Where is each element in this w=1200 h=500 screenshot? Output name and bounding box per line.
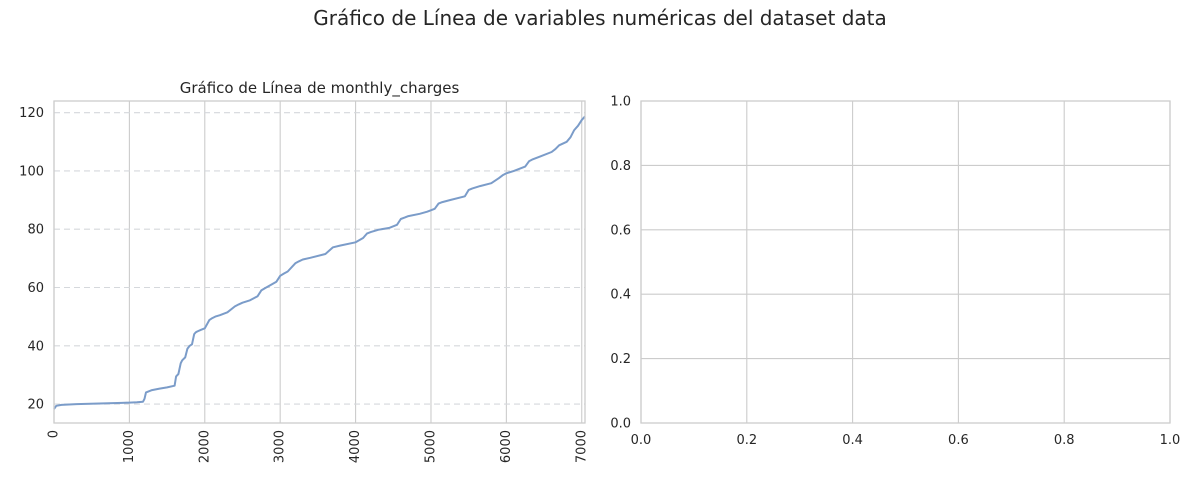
x-tick-label: 0.0 <box>631 433 652 448</box>
chart-empty-axes: 0.0 0.2 0.4 0.6 0.8 1.0 0.0 0.2 0.4 0.6 0.8 1.0 <box>610 95 1180 449</box>
x-tick-label: 0.6 <box>948 433 969 448</box>
y-tick-label: 40 <box>27 339 44 354</box>
chart-title: Gráfico de Línea de monthly_charges <box>180 79 460 98</box>
figure-suptitle: Gráfico de Línea de variables numéricas … <box>313 6 887 30</box>
x-tick-label: 0.2 <box>736 433 757 448</box>
axes-frame <box>53 100 586 424</box>
y-tick-label: 60 <box>27 281 44 296</box>
x-tick-label: 0 <box>47 430 62 438</box>
x-tick-label: 5000 <box>423 430 438 463</box>
x-tick-label: 0.8 <box>1054 433 1075 448</box>
x-tick-label: 2000 <box>197 430 212 463</box>
x-tick-label: 0.4 <box>842 433 863 448</box>
y-tick-label: 80 <box>27 223 44 238</box>
y-tick-label: 0.0 <box>610 417 631 432</box>
x-tick-label: 4000 <box>348 430 363 463</box>
plot-area <box>641 101 1170 423</box>
x-tick-label: 1.0 <box>1160 433 1181 448</box>
series-line <box>53 115 586 410</box>
y-tick-label: 20 <box>27 398 44 413</box>
y-tick-label: 0.4 <box>610 288 631 303</box>
y-tick-label: 120 <box>19 106 44 121</box>
x-tick-label: 1000 <box>122 430 137 463</box>
x-tick-label: 6000 <box>499 430 514 463</box>
x-tick-label: 7000 <box>574 430 589 463</box>
y-tick-label: 0.2 <box>610 352 631 367</box>
y-tick-label: 0.8 <box>610 159 631 174</box>
axes-frame <box>640 100 1171 424</box>
y-tick-label: 0.6 <box>610 223 631 238</box>
plot-area <box>54 101 585 423</box>
y-tick-label: 100 <box>19 164 44 179</box>
y-tick-label: 1.0 <box>610 95 631 110</box>
chart-monthly-charges: 0 1000 2000 3000 4000 5000 6000 7000 20 40 60 80 100… <box>19 79 589 463</box>
x-tick-label: 3000 <box>273 430 288 463</box>
